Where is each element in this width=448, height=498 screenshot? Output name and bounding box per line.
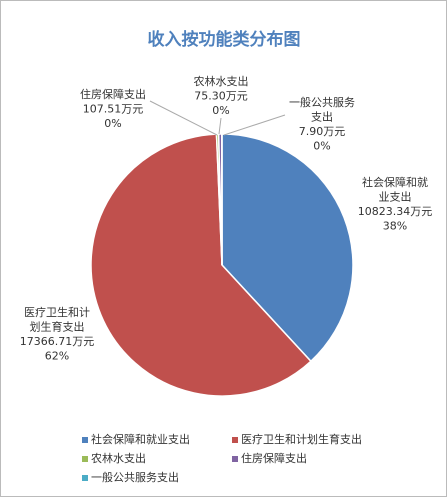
data-label: 农林水支出 75.30万元 0%: [194, 74, 249, 117]
pie-slice: [221, 133, 354, 363]
data-label-value: 10823.34万元: [358, 205, 433, 218]
legend-label: 医疗卫生和计划生育支出: [241, 432, 362, 446]
data-label-percent: 0%: [212, 104, 229, 117]
data-label-percent: 0%: [104, 117, 121, 130]
data-label-name: 农林水支出: [194, 74, 249, 88]
leader-line: [149, 100, 218, 136]
data-label-percent: 62%: [45, 350, 69, 363]
data-label-name: 划生育支出: [30, 320, 85, 334]
data-label-value: 17366.71万元: [20, 335, 95, 348]
data-label-value: 75.30万元: [194, 90, 248, 103]
data-label-name: 一般公共服务: [289, 96, 355, 109]
legend-marker: [82, 437, 88, 443]
data-label: 社会保障和就业支出 10823.34万元 38%: [358, 175, 433, 233]
data-label-percent: 38%: [383, 220, 407, 233]
legend-label: 住房保障支出: [241, 451, 307, 465]
data-label: 一般公共服务支出 7.90万元 0%: [289, 96, 355, 153]
data-label-name: 社会保障和就: [362, 175, 428, 189]
leader-line: [218, 117, 222, 135]
data-label-name: 医疗卫生和计: [24, 305, 90, 319]
legend-label: 农林水支出: [91, 451, 146, 465]
data-label-name: 业支出: [379, 190, 412, 204]
legend-marker: [232, 437, 238, 443]
chart-title: 收入按功能类分布图: [148, 29, 301, 50]
legend-label: 一般公共服务支出: [91, 470, 179, 484]
legend-marker: [82, 456, 88, 462]
data-label: 医疗卫生和计划生育支出 17366.71万元 62%: [20, 305, 95, 363]
data-label-value: 7.90万元: [299, 125, 346, 138]
legend-marker: [232, 456, 238, 462]
data-label-value: 107.51万元: [83, 103, 144, 116]
legend-marker: [82, 475, 88, 481]
data-label-percent: 0%: [313, 140, 330, 153]
leader-line: [223, 114, 286, 136]
data-label-name: 住房保障支出: [80, 87, 146, 101]
data-label: 住房保障支出 107.51万元 0%: [80, 87, 146, 130]
pie-slice: [90, 133, 312, 397]
data-label-name: 支出: [311, 110, 333, 124]
legend-label: 社会保障和就业支出: [91, 432, 190, 446]
